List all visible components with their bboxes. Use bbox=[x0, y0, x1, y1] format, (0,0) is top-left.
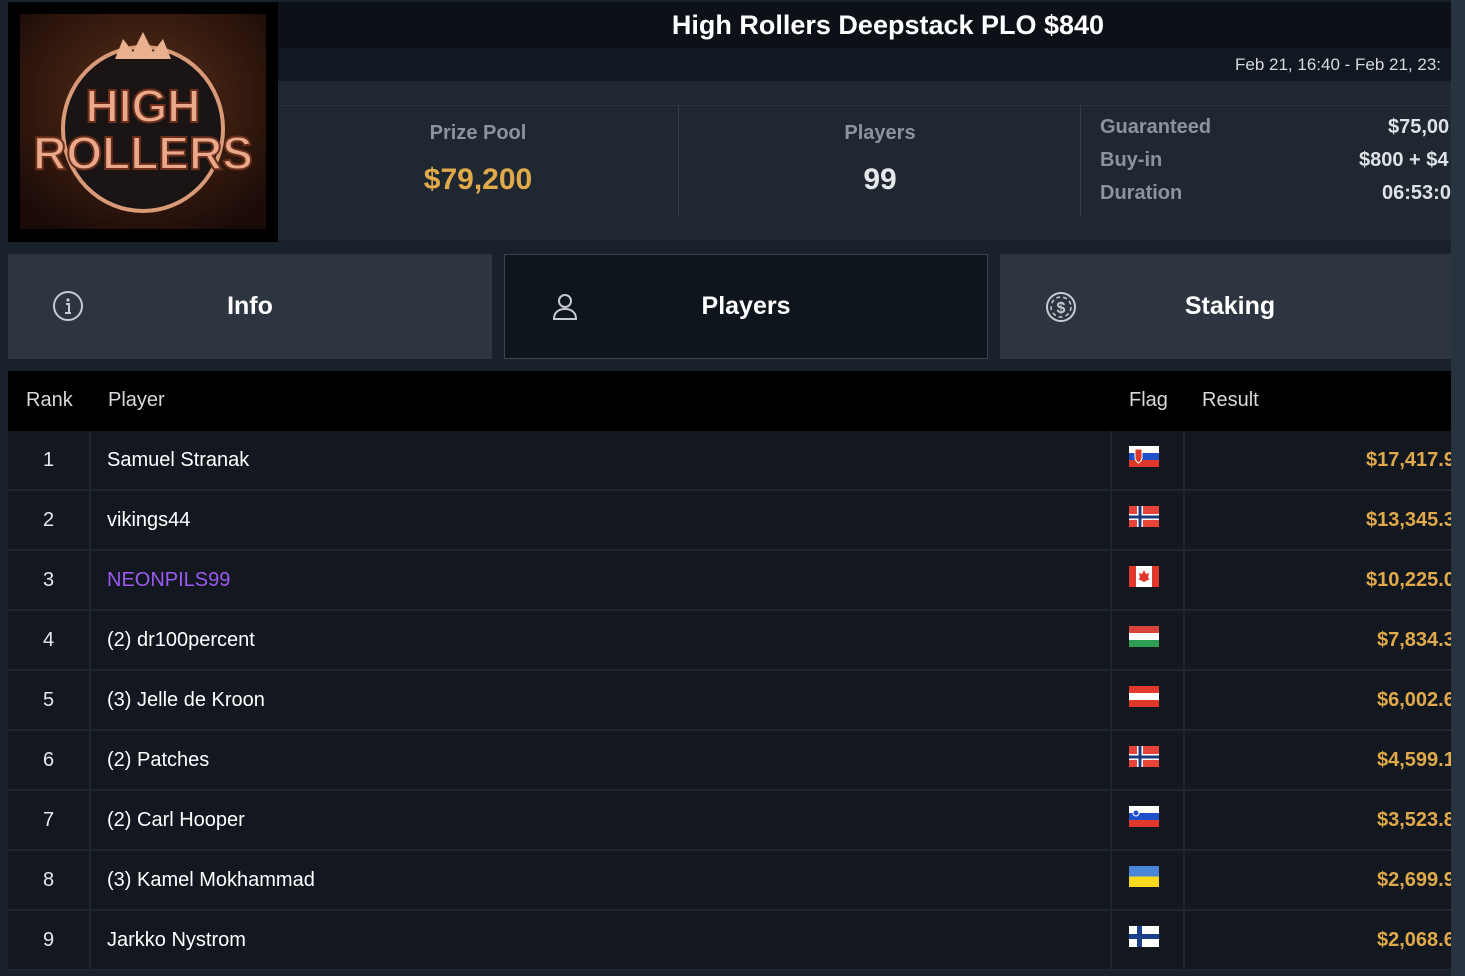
players-value: 99 bbox=[863, 163, 897, 196]
table-header: Rank Player Flag Result bbox=[8, 371, 1451, 431]
result-cell: $7,834.36 bbox=[1377, 629, 1451, 651]
tab-players[interactable]: Players bbox=[504, 254, 988, 359]
title-bar: High Rollers Deepstack PLO $840 bbox=[278, 2, 1451, 48]
stats-panel: Prize Pool $79,200 Players 99 Guaranteed… bbox=[278, 81, 1451, 240]
table-row[interactable]: 6 (2) Patches $4,599.13 bbox=[8, 731, 1451, 791]
table-row[interactable]: 4 (2) dr100percent $7,834.36 bbox=[8, 611, 1451, 671]
header-rank[interactable]: Rank bbox=[26, 389, 73, 411]
result-cell: $2,699.90 bbox=[1377, 869, 1451, 891]
header-result[interactable]: Result bbox=[1202, 389, 1259, 411]
result-cell: $10,225.09 bbox=[1366, 569, 1451, 591]
prize-pool-stat: Prize Pool $79,200 bbox=[278, 105, 678, 216]
prize-pool-label: Prize Pool bbox=[429, 122, 527, 144]
rank-cell: 9 bbox=[42, 929, 55, 951]
flag-ukraine-icon bbox=[1129, 866, 1159, 887]
table-row[interactable]: 7 (2) Carl Hooper $3,523.80 bbox=[8, 791, 1451, 851]
buyin-value: $800 + $4 bbox=[1359, 149, 1449, 171]
flag-finland-icon bbox=[1129, 926, 1159, 947]
table-row[interactable]: 5 (3) Jelle de Kroon $6,002.60 bbox=[8, 671, 1451, 731]
flag-austria-icon bbox=[1129, 686, 1159, 707]
buyin-label: Buy-in bbox=[1100, 149, 1163, 171]
flag-canada-icon bbox=[1129, 566, 1159, 587]
rank-cell: 2 bbox=[42, 509, 55, 531]
guaranteed-value: $75,00 bbox=[1388, 116, 1450, 138]
date-range: Feb 21, 16:40 - Feb 21, 23: bbox=[1235, 55, 1442, 74]
rank-cell: 5 bbox=[42, 689, 55, 711]
rank-cell: 3 bbox=[42, 569, 55, 591]
table-row[interactable]: 1 Samuel Stranak $17,417.94 bbox=[8, 431, 1451, 491]
result-cell: $13,345.39 bbox=[1366, 509, 1451, 531]
flag-slovenia-icon bbox=[1129, 806, 1159, 827]
tournament-title: High Rollers Deepstack PLO $840 bbox=[671, 9, 1105, 40]
flag-slovakia-icon bbox=[1129, 446, 1159, 467]
tournament-logo: HIGH ROLLERS bbox=[8, 2, 278, 242]
header-flag[interactable]: Flag bbox=[1129, 389, 1168, 411]
result-cell: $2,068.64 bbox=[1377, 929, 1451, 951]
player-name[interactable]: (2) Carl Hooper bbox=[107, 809, 245, 831]
svg-text:$: $ bbox=[1057, 300, 1066, 317]
flag-norway-icon bbox=[1129, 746, 1159, 767]
table-row[interactable]: 9 Jarkko Nystrom $2,068.64 bbox=[8, 911, 1451, 971]
tab-staking-label: Staking bbox=[1184, 292, 1276, 320]
result-cell: $17,417.94 bbox=[1366, 449, 1451, 471]
flag-hungary-icon bbox=[1129, 626, 1159, 647]
result-cell: $4,599.13 bbox=[1377, 749, 1451, 771]
table-row[interactable]: 2 vikings44 $13,345.39 bbox=[8, 491, 1451, 551]
player-name[interactable]: (2) Patches bbox=[107, 749, 210, 771]
table-row[interactable]: 3 NEONPILS99 $10,225.09 bbox=[8, 551, 1451, 611]
rank-cell: 1 bbox=[42, 449, 55, 471]
duration-label: Duration bbox=[1100, 182, 1183, 204]
rank-cell: 6 bbox=[42, 749, 55, 771]
guaranteed-label: Guaranteed bbox=[1100, 116, 1212, 138]
player-name[interactable]: Samuel Stranak bbox=[107, 449, 250, 471]
date-bar: Feb 21, 16:40 - Feb 21, 23: bbox=[278, 48, 1451, 81]
rank-cell: 7 bbox=[42, 809, 55, 831]
header-player[interactable]: Player bbox=[108, 389, 165, 411]
tab-staking[interactable]: $ Staking bbox=[1000, 254, 1451, 359]
player-name[interactable]: NEONPILS99 bbox=[107, 569, 231, 591]
svg-text:ROLLERS: ROLLERS bbox=[33, 127, 253, 179]
tab-info-label: Info bbox=[227, 292, 273, 320]
players-stat: Players 99 bbox=[679, 105, 1081, 216]
scrollbar[interactable] bbox=[1451, 0, 1465, 976]
player-name[interactable]: Jarkko Nystrom bbox=[107, 929, 246, 951]
result-cell: $3,523.80 bbox=[1377, 809, 1451, 831]
dollar-circle-icon: $ bbox=[1046, 292, 1076, 322]
tab-info[interactable]: Info bbox=[8, 254, 492, 359]
svg-text:HIGH: HIGH bbox=[86, 80, 201, 132]
user-icon bbox=[552, 294, 578, 320]
players-label: Players bbox=[844, 122, 916, 144]
info-icon bbox=[53, 291, 83, 321]
player-name[interactable]: (3) Jelle de Kroon bbox=[107, 689, 265, 711]
player-name[interactable]: vikings44 bbox=[107, 509, 191, 531]
duration-value: 06:53:0 bbox=[1382, 182, 1451, 204]
tab-players-label: Players bbox=[701, 292, 791, 320]
flag-norway-icon bbox=[1129, 506, 1159, 527]
prize-pool-value: $79,200 bbox=[423, 163, 533, 196]
player-name[interactable]: (2) dr100percent bbox=[107, 629, 255, 651]
player-name[interactable]: (3) Kamel Mokhammad bbox=[107, 869, 315, 891]
rank-cell: 4 bbox=[42, 629, 55, 651]
table-row[interactable]: 8 (3) Kamel Mokhammad $2,699.90 bbox=[8, 851, 1451, 911]
rank-cell: 8 bbox=[42, 869, 55, 891]
result-cell: $6,002.60 bbox=[1377, 689, 1451, 711]
